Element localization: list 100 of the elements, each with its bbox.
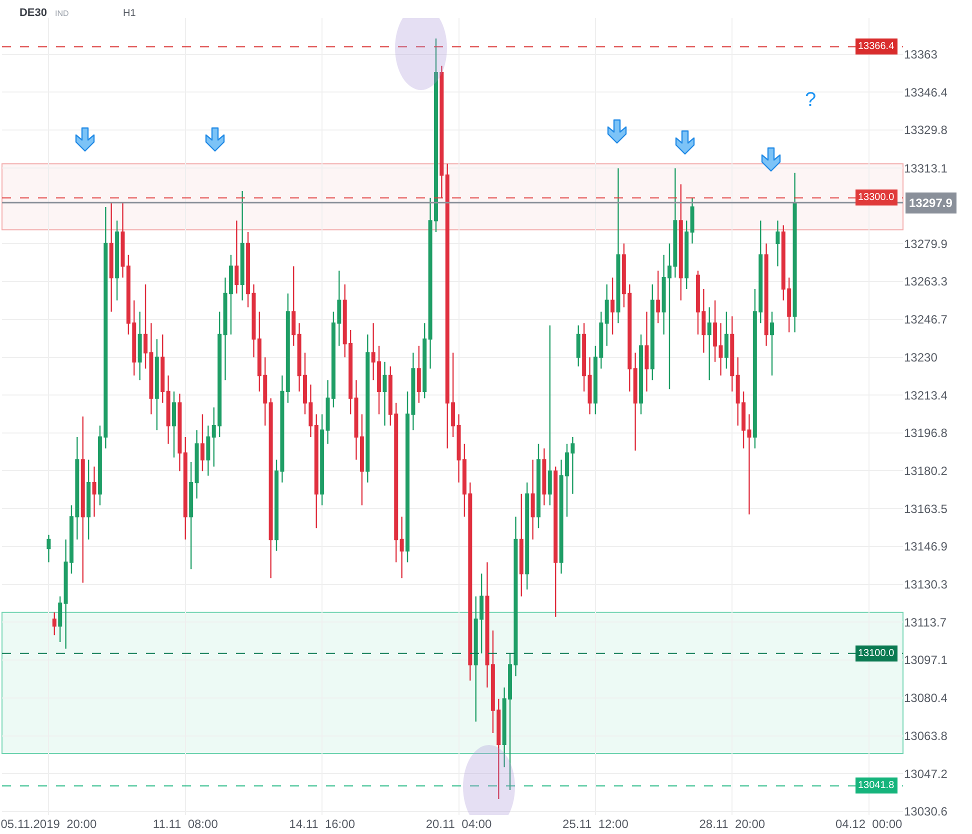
annotation: IND [55, 9, 69, 18]
candlestick [120, 202, 125, 278]
candlestick [616, 168, 620, 324]
candlestick [644, 311, 649, 392]
candlestick [366, 334, 370, 484]
candlestick [200, 414, 204, 472]
y-tick-label: 13313.1 [904, 161, 948, 176]
candlestick [633, 352, 638, 452]
y-tick-label: 13180.2 [904, 464, 948, 478]
candlestick [194, 430, 199, 500]
y-tick-label: 13329.8 [904, 123, 948, 138]
candlestick [576, 324, 580, 367]
candlestick [604, 284, 609, 347]
candlestick [58, 596, 62, 643]
candlestick [718, 322, 723, 376]
candlestick [138, 311, 142, 381]
x-tick-label: 11.11 08:00 [152, 817, 218, 831]
y-tick-label: 13246.7 [904, 312, 948, 326]
annotation: H1 [123, 8, 136, 19]
candlestick [485, 562, 490, 688]
candlestick [678, 184, 683, 301]
y-tick-label: 13163.5 [904, 502, 948, 516]
candlestick [360, 414, 364, 506]
candlestick [183, 436, 188, 540]
y-tick-label: 13030.6 [904, 804, 948, 819]
candlestick [160, 334, 165, 404]
y-tick-label: 13063.8 [904, 728, 948, 743]
candlestick [582, 322, 586, 392]
candlestick [656, 270, 660, 324]
candlestick [542, 448, 546, 506]
candlestick [154, 338, 159, 431]
y-tick-label: 13363 [904, 48, 938, 62]
y-tick-label: 13146.9 [904, 540, 948, 554]
ref-line-label: 13041.8 [858, 780, 895, 791]
candlestick [770, 311, 774, 376]
candlestick [422, 322, 427, 399]
y-tick-label: 13230 [904, 350, 938, 364]
candlestick [707, 306, 712, 381]
candlestick [548, 324, 552, 506]
ref-line-label: 13297.9 [909, 196, 953, 210]
candlestick [730, 316, 734, 392]
y-tick-label: 13346.4 [904, 85, 948, 100]
x-tick-label: 05.11.2019 20:00 [0, 817, 97, 831]
candlestick [554, 466, 558, 618]
candlestick [166, 374, 170, 444]
candlestick [240, 190, 244, 301]
candlestick [80, 416, 85, 584]
ref-line-label: 13100.0 [858, 648, 895, 659]
candlestick [234, 220, 239, 294]
candlestick [639, 334, 644, 415]
y-tick-label: 13279.9 [904, 236, 948, 251]
x-tick-label: 14.11 16:00 [289, 817, 356, 831]
x-tick-label: 28.11 20:00 [699, 817, 766, 831]
candlestick [314, 414, 318, 529]
x-tick-label: 20.11 04:00 [426, 817, 492, 831]
candlestick [684, 220, 689, 290]
candlestick [690, 197, 694, 244]
candlestick [92, 466, 96, 518]
candlestick [588, 356, 592, 415]
ref-line-label: 13366.4 [858, 41, 895, 52]
candlestick [178, 393, 182, 472]
candlestick [713, 300, 718, 362]
candlestick [525, 482, 530, 590]
candlestick [519, 493, 524, 597]
y-tick-label: 13196.8 [904, 426, 948, 440]
candlestick [536, 443, 540, 529]
y-tick-label: 13080.4 [904, 691, 948, 706]
y-tick-label: 13097.1 [904, 653, 948, 668]
candlestick [400, 516, 404, 579]
candlestick [354, 379, 358, 460]
x-tick-label: 25.11 12:00 [562, 817, 629, 831]
candlestick [320, 414, 324, 506]
candlestick [268, 398, 273, 579]
candlestick [382, 361, 387, 426]
candlestick [292, 266, 296, 347]
ref-line-label: 13300.0 [858, 192, 895, 203]
candlestick [172, 390, 176, 458]
candlestick [286, 292, 290, 404]
candlestick [650, 284, 654, 381]
y-tick-label: 13213.4 [904, 388, 948, 402]
candlestick [52, 612, 56, 636]
chart-title: DE30 [19, 6, 47, 19]
candlestick [109, 202, 114, 312]
y-tick-label: 13047.2 [904, 766, 948, 781]
candlestick [115, 220, 120, 301]
candlestick [46, 534, 51, 563]
candlestick [792, 172, 797, 333]
candlestick [776, 220, 780, 267]
candlestick [206, 425, 210, 476]
candlestick [86, 459, 91, 540]
y-tick-label: 13113.7 [904, 615, 947, 630]
candlestick [530, 459, 535, 540]
x-tick-label: 04.12 00:00 [835, 817, 903, 831]
annotation: ? [805, 89, 816, 111]
candlestick [416, 345, 421, 404]
candlestick [189, 461, 194, 570]
candlestick [724, 311, 728, 370]
y-tick-label: 13130.3 [904, 578, 948, 592]
candlestick [610, 276, 615, 336]
y-tick-label: 13263.3 [904, 274, 948, 289]
